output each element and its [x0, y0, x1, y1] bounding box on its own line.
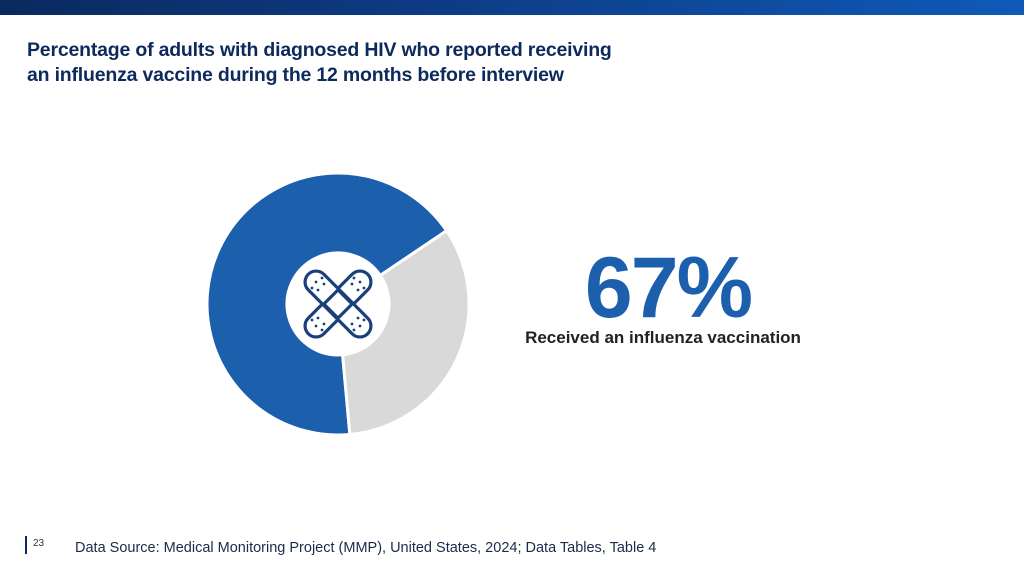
- page-number: 23: [33, 538, 45, 549]
- footer-divider: [25, 536, 27, 554]
- donut-slice-received: [205, 171, 449, 437]
- data-source: Data Source: Medical Monitoring Project …: [75, 540, 657, 556]
- big-percent-caption: Received an influenza vaccination: [525, 328, 801, 347]
- bandage-icon: [303, 269, 373, 339]
- slide-title-line-1: Percentage of adults with diagnosed HIV …: [27, 39, 612, 61]
- donut-slices: [205, 171, 471, 437]
- donut-slice-remainder: [340, 228, 471, 437]
- slide-title: Percentage of adults with diagnosed HIV …: [27, 38, 727, 88]
- top-accent-bar: [0, 0, 1024, 15]
- big-percent-value: 67%: [584, 240, 753, 336]
- slide-title-line-2: an influenza vaccine during the 12 month…: [27, 64, 564, 86]
